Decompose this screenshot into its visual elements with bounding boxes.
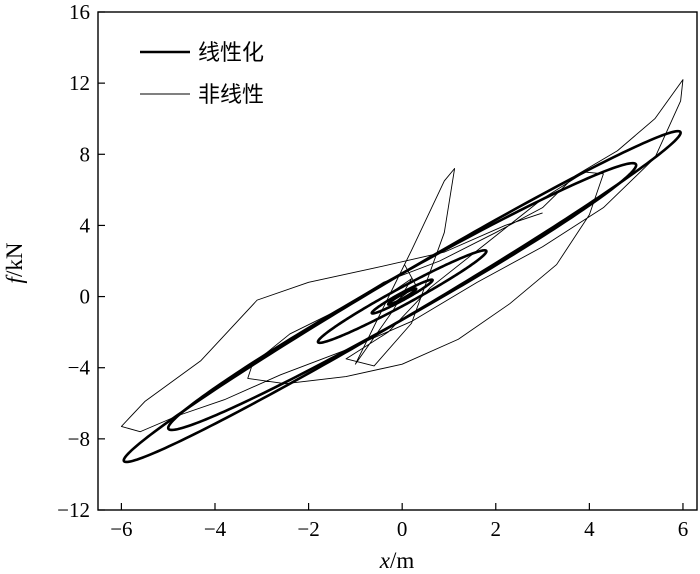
plot-frame bbox=[97, 11, 698, 511]
y-tick-label: 8 bbox=[80, 142, 91, 166]
x-axis-label: x/m bbox=[379, 548, 415, 573]
x-tick-label: −4 bbox=[204, 517, 227, 541]
y-tick-label: −8 bbox=[68, 427, 90, 451]
y-tick-label: 16 bbox=[69, 0, 90, 24]
x-tick-label: 4 bbox=[584, 517, 595, 541]
x-tick-label: 6 bbox=[678, 517, 689, 541]
y-tick-label: 4 bbox=[80, 213, 91, 237]
linearized-loop-0 bbox=[122, 129, 682, 464]
y-tick-label: −12 bbox=[57, 498, 90, 522]
linearized-loop-2 bbox=[316, 249, 488, 345]
y-axis-label: f/kN bbox=[2, 242, 27, 283]
y-tick-label: 0 bbox=[80, 285, 91, 309]
nonlinear-curve bbox=[120, 79, 684, 433]
x-ticks: −6 −4 −2 0 2 4 6 bbox=[110, 503, 688, 541]
curves-layer bbox=[120, 79, 684, 464]
x-tick-label: −6 bbox=[110, 517, 132, 541]
linearized-loop-3 bbox=[370, 278, 434, 315]
y-tick-label: −4 bbox=[68, 356, 91, 380]
legend-label-linearized: 线性化 bbox=[198, 41, 264, 66]
legend-label-nonlinear: 非线性 bbox=[198, 83, 264, 108]
x-tick-label: 0 bbox=[397, 517, 408, 541]
x-tick-label: −2 bbox=[297, 517, 319, 541]
y-ticks: −12 −8 −4 0 4 8 12 16 bbox=[57, 0, 105, 522]
linearized-loop-1 bbox=[166, 161, 638, 432]
x-tick-label: 2 bbox=[491, 517, 502, 541]
y-tick-label: 12 bbox=[69, 71, 90, 95]
legend: 线性化 非线性 bbox=[140, 41, 264, 108]
